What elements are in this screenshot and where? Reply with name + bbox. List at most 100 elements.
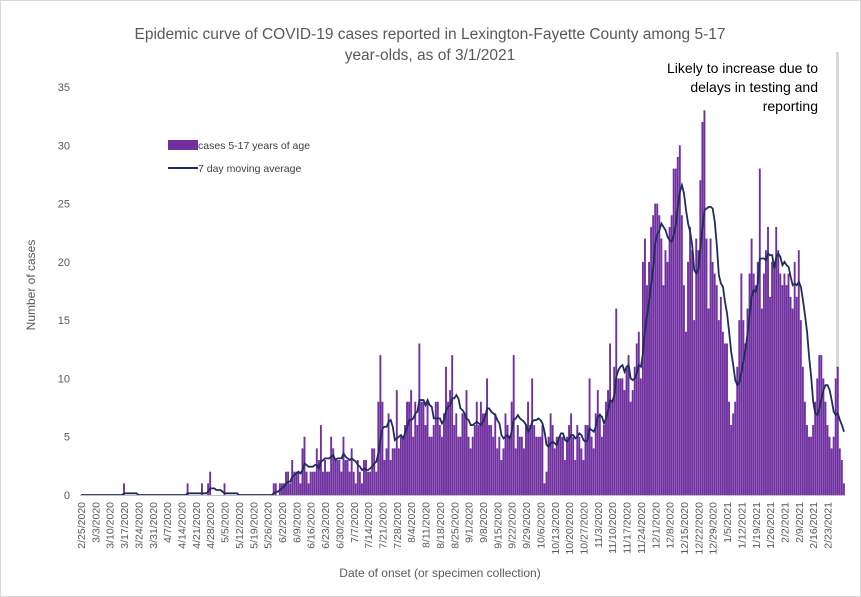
case-bar	[395, 390, 398, 495]
case-bar	[315, 448, 318, 495]
x-tick-label: 9/15/2020	[492, 502, 504, 549]
case-bar	[685, 331, 687, 495]
case-bar	[586, 425, 589, 495]
case-bar	[650, 226, 653, 495]
case-bar	[641, 261, 644, 495]
case-bar	[496, 448, 499, 495]
case-bar	[498, 436, 501, 495]
case-bar	[564, 460, 566, 495]
case-bar	[455, 413, 458, 495]
case-bar	[652, 215, 655, 496]
case-bar	[430, 436, 433, 495]
case-bar	[662, 285, 665, 495]
case-bar	[418, 343, 421, 495]
case-bar	[828, 436, 831, 495]
x-axis-ticks: 2/25/2020 3/3/2020 3/10/2020 3/17/2020 3/24/…	[76, 502, 835, 555]
case-bar	[428, 436, 431, 495]
case-bar	[338, 460, 341, 495]
case-bar	[621, 378, 624, 495]
y-tick-label: 25	[58, 199, 70, 211]
case-bar	[453, 425, 456, 495]
x-tick-label: 6/9/2020	[291, 502, 303, 543]
x-tick-label: 4/21/2020	[191, 502, 203, 549]
case-bar	[680, 215, 683, 496]
case-bar	[479, 401, 482, 495]
x-tick-label: 12/1/2020	[650, 502, 662, 549]
case-bar	[773, 261, 776, 495]
case-bar	[838, 448, 841, 495]
x-tick-label: 12/15/2020	[679, 502, 691, 555]
case-bar	[451, 355, 454, 495]
case-bars	[123, 110, 845, 496]
case-bar	[728, 401, 730, 495]
case-bar	[584, 425, 587, 495]
x-tick-label: 2/2/2021	[780, 502, 792, 543]
x-tick-label: 11/24/2020	[636, 502, 648, 554]
case-bar	[814, 401, 817, 495]
case-bar	[447, 401, 450, 495]
case-bar	[754, 285, 757, 495]
case-bar	[332, 448, 335, 495]
case-bar	[348, 471, 351, 495]
x-tick-label: 12/29/2020	[708, 502, 720, 555]
case-bar	[808, 436, 810, 495]
case-bar	[738, 320, 741, 495]
case-bar	[473, 425, 476, 495]
case-bar	[484, 413, 486, 495]
case-bar	[186, 483, 189, 495]
x-tick-label: 8/4/2020	[406, 502, 418, 543]
case-bar	[369, 471, 372, 495]
case-bar	[629, 401, 632, 495]
case-bar	[717, 320, 720, 495]
case-bar	[547, 436, 550, 495]
x-tick-label: 3/10/2020	[105, 502, 117, 549]
case-bar	[799, 320, 802, 495]
case-bar	[424, 425, 427, 495]
case-bar	[613, 366, 616, 495]
case-bar	[785, 285, 788, 495]
case-bar	[555, 436, 558, 495]
case-bar	[715, 285, 718, 495]
y-axis-ticks: 0 5 10 15 20 25 30 35	[58, 82, 70, 502]
case-bar	[701, 121, 704, 495]
x-tick-label: 9/8/2020	[478, 502, 490, 543]
case-bar	[648, 261, 650, 495]
case-bar	[488, 425, 491, 495]
case-bar	[330, 436, 333, 495]
case-bar	[617, 378, 620, 495]
case-bar	[769, 296, 772, 495]
case-bar	[611, 401, 614, 495]
case-bar	[570, 413, 573, 495]
case-bar	[422, 401, 425, 495]
case-bar	[529, 425, 532, 495]
case-bar	[527, 401, 529, 495]
x-tick-label: 2/9/2021	[794, 502, 806, 543]
case-bar	[672, 168, 675, 495]
y-tick-label: 0	[64, 490, 70, 502]
case-bar	[783, 273, 786, 495]
case-bar	[334, 460, 337, 495]
x-tick-label: 11/10/2020	[607, 502, 619, 554]
y-axis-label: Number of cases	[24, 240, 38, 331]
x-tick-label: 11/17/2020	[622, 502, 634, 554]
case-bar	[389, 460, 392, 495]
case-bar	[477, 425, 480, 495]
x-tick-label: 3/17/2020	[119, 502, 131, 549]
x-tick-label: 10/6/2020	[535, 502, 547, 549]
case-bar	[705, 238, 708, 496]
case-bar	[719, 296, 722, 495]
case-bar	[297, 471, 300, 495]
case-bar	[502, 448, 505, 495]
case-bar	[350, 448, 353, 495]
case-bar	[723, 343, 726, 495]
case-bar	[467, 436, 470, 495]
case-bar	[561, 436, 564, 495]
case-bar	[590, 436, 593, 495]
case-bar	[625, 366, 628, 495]
x-tick-label: 5/5/2020	[220, 502, 232, 543]
case-bar	[598, 413, 601, 495]
case-bar	[201, 483, 203, 495]
case-bar	[797, 250, 800, 495]
case-bar	[559, 436, 562, 495]
case-bar	[391, 448, 394, 495]
